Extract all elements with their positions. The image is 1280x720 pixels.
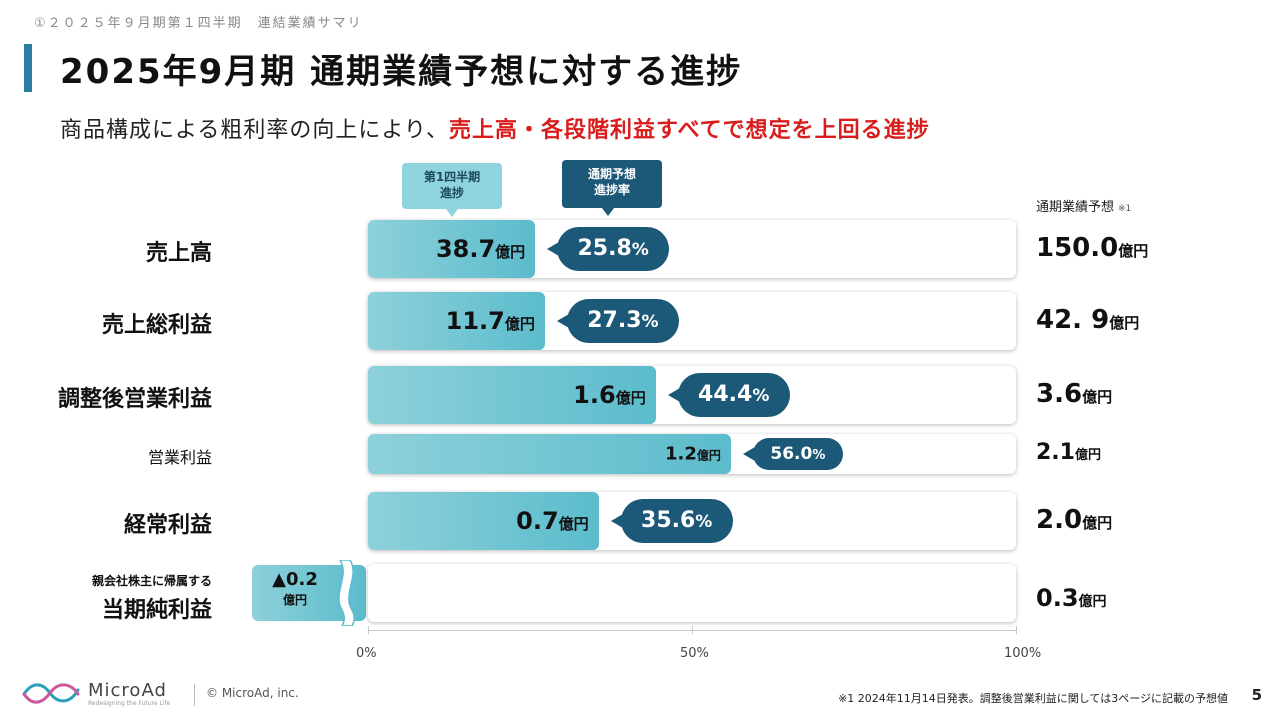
breadcrumb: ①２０２５年９月期第１四半期 連結業績サマリ	[34, 16, 363, 31]
x-tick	[368, 626, 369, 634]
row-label-net-income: 当期純利益	[101, 598, 212, 623]
row-label: 売上高	[145, 240, 212, 266]
x-tick-label: 0%	[356, 646, 377, 661]
q1-value-label: 1.6億円	[573, 381, 646, 409]
forecast-value: 42. 9億円	[1036, 304, 1140, 335]
net-income-forecast-number: 0.3	[1036, 584, 1079, 612]
row-label-net-income-small: 親会社株主に帰属する	[91, 574, 212, 588]
x-tick	[1016, 626, 1017, 634]
bar-fill: 11.7億円	[368, 292, 545, 350]
microad-logo-icon	[22, 683, 80, 704]
axis-break-icon	[338, 560, 356, 626]
bar-track: 38.7億円 25.8%	[368, 220, 1016, 278]
row-label: 調整後営業利益	[57, 386, 212, 412]
callout-q1-progress: 第1四半期 進捗	[402, 163, 502, 217]
progress-rate-bubble: 25.8%	[557, 227, 670, 271]
copyright: © MicroAd, inc.	[206, 686, 299, 700]
forecast-header-note: ※1	[1118, 204, 1132, 214]
callout-full-year-rate: 通期予想 進捗率	[562, 160, 662, 216]
bar-fill: 38.7億円	[368, 220, 536, 278]
x-tick-label: 100%	[1004, 646, 1042, 661]
page-title: 2025年9月期 通期業績予想に対する進捗	[60, 52, 743, 92]
row-label: 営業利益	[147, 447, 212, 467]
callout-q1-text: 第1四半期 進捗	[423, 170, 481, 200]
footnote: ※1 2024年11月14日発表。調整後営業利益に関しては3ページに記載の予想値	[838, 692, 1228, 705]
x-tick	[692, 626, 693, 634]
progress-rate-bubble: 56.0%	[752, 438, 843, 470]
q1-value-label: 0.7億円	[516, 507, 589, 535]
net-income-forecast-unit: 億円	[1078, 594, 1107, 610]
net-income-q1: ▲0.2	[272, 569, 318, 590]
forecast-value: 3.6億円	[1036, 378, 1113, 409]
row-label: 売上総利益	[101, 312, 212, 338]
progress-rate-bubble: 35.6%	[620, 499, 733, 543]
net-income-value: ▲0.2 億円	[262, 570, 328, 610]
row-label: 経常利益	[123, 512, 212, 538]
forecast-header-label: 通期業績予想	[1036, 200, 1115, 215]
bar-fill: 1.6億円	[368, 366, 656, 424]
net-income-q1-unit: 億円	[282, 593, 307, 607]
subtitle-highlight: 売上高・各段階利益すべてで想定を上回る進捗	[449, 118, 930, 143]
callout-full-year-text: 通期予想 進捗率	[587, 167, 636, 197]
forecast-value: 150.0億円	[1036, 232, 1149, 263]
brand-name: MicroAd	[88, 680, 167, 701]
forecast-value: 2.0億円	[1036, 504, 1113, 535]
bar-track: 1.6億円 44.4%	[368, 366, 1016, 424]
x-tick-label: 50%	[680, 646, 709, 661]
progress-rate-bubble: 44.4%	[677, 373, 790, 417]
bar-track: 1.2億円 56.0%	[368, 434, 1016, 474]
q1-value-label: 11.7億円	[445, 307, 535, 335]
page-subtitle: 商品構成による粗利率の向上により、売上高・各段階利益すべてで想定を上回る進捗	[60, 112, 930, 144]
forecast-header: 通期業績予想 ※1	[1036, 196, 1131, 215]
subtitle-lead: 商品構成による粗利率の向上により、	[60, 118, 450, 143]
bar-track: 0.7億円 35.6%	[368, 492, 1016, 550]
forecast-value: 2.1億円	[1036, 440, 1101, 466]
title-accent-bar	[24, 44, 32, 92]
q1-value-label: 1.2億円	[664, 443, 721, 465]
net-income-track	[368, 564, 1016, 622]
brand-tagline: Redesigning the Future Life	[88, 700, 171, 707]
q1-value-label: 38.7億円	[435, 235, 526, 263]
footer-separator	[194, 684, 195, 706]
progress-rate-bubble: 27.3%	[566, 299, 679, 343]
bar-fill: 0.7億円	[368, 492, 599, 550]
page-number: 5	[1251, 686, 1262, 704]
bar-track: 11.7億円 27.3%	[368, 292, 1016, 350]
bar-fill: 1.2億円	[368, 434, 731, 474]
net-income-forecast: 0.3億円	[1036, 584, 1107, 612]
